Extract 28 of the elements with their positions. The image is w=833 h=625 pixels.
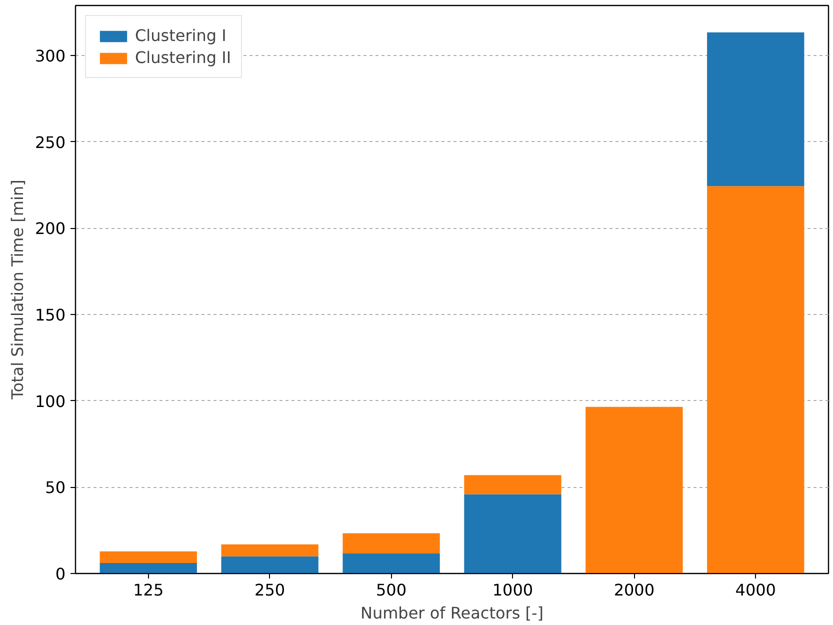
y-tick-label: 150 xyxy=(34,306,66,325)
x-tick-label: 2000 xyxy=(614,580,655,600)
bar xyxy=(586,406,683,574)
x-tick-label: 1000 xyxy=(492,580,534,600)
legend-label: Clustering II xyxy=(135,48,232,67)
y-tick-label: 300 xyxy=(34,46,66,66)
bar xyxy=(342,533,440,554)
bar xyxy=(221,556,318,574)
x-axis-title: Number of Reactors [-] xyxy=(360,604,544,622)
y-axis-title: Total Simulation Time [min] xyxy=(8,180,27,400)
y-tick-label: 0 xyxy=(55,564,66,584)
bar xyxy=(464,475,562,494)
bar xyxy=(221,544,318,556)
bar xyxy=(100,562,197,574)
bar xyxy=(464,494,562,574)
y-tick-label: 200 xyxy=(34,219,66,238)
bar xyxy=(707,32,804,186)
y-tick-label: 250 xyxy=(34,132,66,152)
bar xyxy=(100,551,197,563)
legend-label: Clustering I xyxy=(135,26,226,45)
y-tick-label: 100 xyxy=(34,392,66,411)
y-tick-label: 50 xyxy=(45,478,66,498)
x-tick-label: 4000 xyxy=(735,580,776,600)
x-tick-label: 125 xyxy=(133,580,164,600)
x-tick-label: 250 xyxy=(254,580,286,600)
bar xyxy=(342,553,440,574)
bar xyxy=(707,186,804,574)
x-tick-label: 500 xyxy=(376,580,407,600)
